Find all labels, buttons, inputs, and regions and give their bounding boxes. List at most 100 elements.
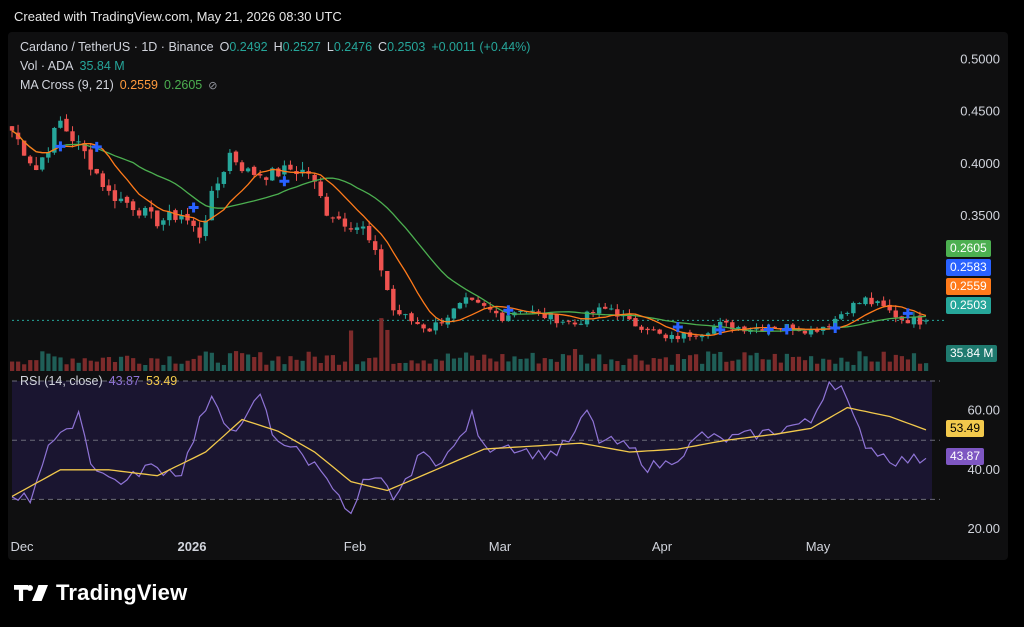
volume-bar	[288, 356, 293, 371]
candle-body	[596, 307, 602, 314]
close-value: 0.2503	[387, 40, 426, 54]
candle-body	[845, 312, 850, 314]
volume-bar	[633, 354, 638, 371]
candle-body	[893, 310, 898, 318]
ma-cross-legend[interactable]: MA Cross (9, 21) 0.2559 0.2605 ⊘	[20, 78, 223, 92]
candle-body	[318, 181, 323, 197]
candle-body	[106, 185, 112, 191]
candle-body	[663, 334, 668, 339]
volume-bar	[300, 360, 305, 371]
volume-value: 35.84 M	[79, 59, 125, 73]
volume-bar	[445, 353, 451, 371]
candle-body	[639, 326, 644, 330]
volume-bar	[627, 358, 632, 371]
volume-bar	[482, 354, 487, 371]
volume-bar	[40, 351, 45, 371]
price-chart[interactable]: 0.5000 0.4500 0.4000 0.3500 60.00 40.00 20.00 D…	[8, 32, 1008, 560]
eye-off-icon[interactable]: ⊘	[208, 80, 218, 92]
symbol-legend[interactable]: Cardano / TetherUS · 1D · Binance O0.2492…	[20, 40, 536, 54]
volume-bar	[348, 330, 354, 371]
price-tick-label: 0.4000	[960, 156, 1000, 171]
candle-body	[518, 310, 523, 312]
ma-fast-price-badge: 0.2559	[946, 278, 991, 295]
ma-fast-value: 0.2559	[119, 78, 159, 92]
candle-body	[264, 177, 269, 180]
volume-bar	[433, 359, 438, 371]
volume-bar	[330, 355, 336, 371]
volume-bar	[833, 363, 838, 371]
candle-body	[887, 304, 892, 311]
volume-bar	[282, 364, 287, 371]
volume-bar	[905, 359, 911, 371]
volume-bar	[754, 352, 759, 371]
volume-bar	[681, 358, 687, 371]
price-tick-label: 0.3500	[960, 208, 1000, 223]
volume-bar	[651, 358, 656, 371]
candle-body	[578, 323, 584, 325]
candle-body	[191, 220, 196, 226]
volume-bar	[233, 351, 239, 371]
volume-bar	[518, 358, 523, 371]
candle-body	[149, 207, 154, 212]
volume-bar	[385, 329, 390, 371]
tradingview-logo-icon	[14, 582, 48, 604]
ma-cross-marker	[715, 324, 726, 335]
rsi-ma-value: 53.49	[145, 374, 178, 388]
volume-bar	[718, 351, 723, 371]
candle-body	[469, 297, 475, 300]
candle-body	[354, 227, 360, 230]
brand-name: TradingView	[56, 580, 188, 605]
volume-bar	[367, 358, 372, 371]
volume-bar	[167, 356, 172, 371]
ma-slow-line	[11, 130, 927, 332]
ma-cross-marker	[781, 324, 792, 335]
volume-label[interactable]: Vol · ADA	[20, 59, 74, 73]
rsi-label[interactable]: RSI (14, close)	[20, 374, 103, 388]
symbol-title[interactable]: Cardano / TetherUS · 1D · Binance	[20, 40, 214, 54]
volume-bar	[790, 356, 796, 371]
candle-body	[457, 302, 463, 309]
price-tick-label: 0.5000	[960, 51, 1000, 66]
candle-body	[94, 168, 99, 174]
volume-bar	[585, 363, 590, 371]
volume-bar	[439, 360, 444, 371]
volume-bar	[125, 355, 130, 371]
volume-bar	[778, 362, 783, 371]
volume-bar	[524, 358, 529, 371]
volume-bar	[578, 354, 584, 371]
volume-bar	[52, 356, 57, 371]
volume-bar	[603, 364, 608, 371]
volume-bar	[16, 361, 21, 371]
volume-bar	[645, 364, 650, 371]
tradingview-branding[interactable]: TradingView	[14, 580, 187, 606]
volume-bar	[893, 354, 898, 371]
candle-body	[839, 314, 844, 319]
volume-bar	[10, 361, 15, 371]
close-label: C	[378, 40, 388, 54]
volume-bar	[131, 358, 136, 371]
candle-body	[669, 335, 674, 339]
ma-cross-marker	[188, 202, 199, 213]
candle-body	[530, 310, 535, 312]
volume-bar	[397, 362, 402, 371]
volume-bar	[572, 349, 578, 371]
volume-bar	[149, 358, 154, 371]
volume-bar	[324, 355, 329, 371]
candle-body	[197, 227, 202, 238]
volume-bar	[566, 355, 572, 371]
candle-body	[251, 166, 257, 175]
ma-cross-marker	[830, 322, 841, 333]
x-tick-label: Dec	[10, 539, 34, 554]
candle-body	[58, 120, 63, 128]
rsi-legend[interactable]: RSI (14, close) 43.87 53.49	[20, 374, 183, 388]
volume-bar	[760, 359, 765, 371]
volume-bar	[669, 364, 674, 371]
candle-body	[330, 217, 336, 219]
volume-bar	[415, 363, 420, 371]
candle-body	[851, 302, 856, 314]
volume-bar	[258, 352, 263, 371]
ma-cross-label[interactable]: MA Cross (9, 21)	[20, 78, 114, 92]
candle-body	[136, 210, 142, 216]
candle-body	[403, 314, 408, 316]
volume-legend[interactable]: Vol · ADA 35.84 M	[20, 59, 131, 73]
